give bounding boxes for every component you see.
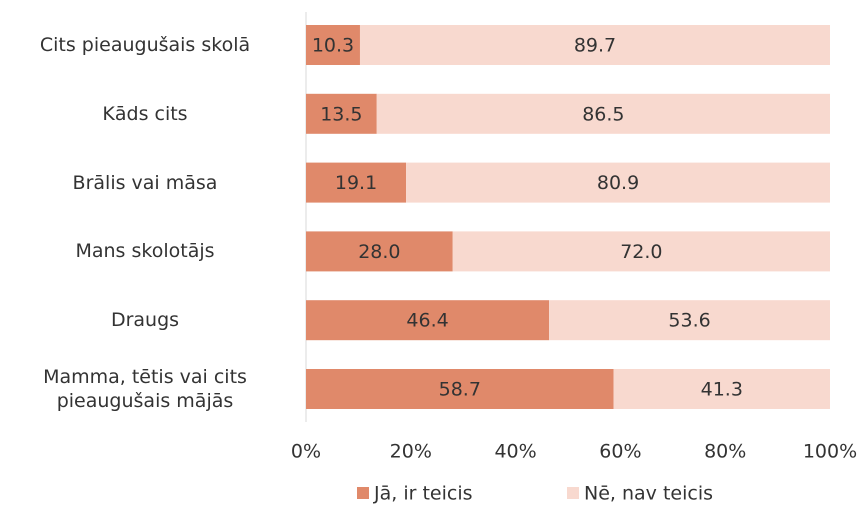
x-tick-label: 80% (704, 441, 746, 463)
legend-swatch (567, 487, 579, 499)
y-tick-label: Draugs (110, 309, 180, 332)
legend-swatch (357, 487, 369, 499)
bar (613, 369, 830, 409)
data-label: 89.7 (574, 35, 616, 57)
data-label: 10.3 (312, 35, 354, 57)
data-label: 86.5 (582, 103, 624, 125)
legend-label: Jā, ir teicis (373, 483, 473, 505)
x-tick-label: 0% (291, 441, 321, 463)
y-tick-label: Mamma, tētis vai cits pieaugušais mājās (43, 366, 247, 412)
data-label: 46.4 (406, 310, 448, 332)
x-tick-label: 60% (599, 441, 641, 463)
x-tick-label: 40% (494, 441, 536, 463)
bar (306, 369, 614, 409)
bar (406, 162, 830, 203)
bar (376, 93, 830, 134)
y-tick-label: Mans skolotājs (75, 240, 215, 263)
bar (306, 25, 360, 65)
y-tick-label: Brālis vai māsa (72, 171, 218, 194)
y-tick-label: Cits pieaugušais skolā (39, 34, 251, 56)
data-label: 41.3 (701, 379, 743, 401)
y-tick-label: Kāds cits (102, 102, 188, 125)
bar (359, 25, 830, 65)
data-label: 13.5 (320, 103, 362, 125)
bar (452, 231, 830, 272)
bar (549, 300, 830, 341)
data-label: 53.6 (668, 310, 710, 332)
bar (306, 231, 453, 272)
data-label: 58.7 (439, 379, 481, 401)
x-tick-label: 20% (390, 441, 432, 463)
data-label: 80.9 (597, 172, 639, 194)
bar (306, 300, 550, 341)
x-tick-label: 100% (803, 441, 857, 463)
data-label: 19.1 (335, 172, 377, 194)
bar (306, 93, 377, 134)
legend-label: Nē, nav teicis (584, 483, 713, 505)
data-label: 28.0 (358, 241, 400, 263)
data-label: 72.0 (620, 241, 662, 263)
bar (306, 162, 407, 203)
